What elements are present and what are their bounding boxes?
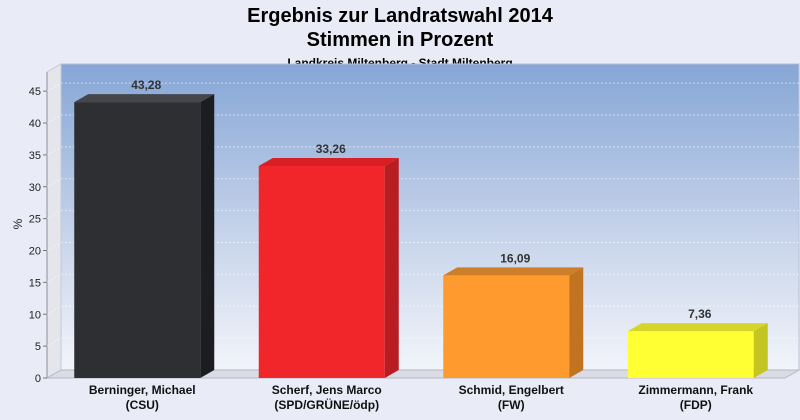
grid-line <box>46 210 799 220</box>
bar-side <box>753 323 768 378</box>
y-tick-label: 20 <box>29 246 41 258</box>
bar-value-label: 16,09 <box>500 251 530 265</box>
bar-front <box>258 165 385 378</box>
plot-left-wall <box>46 63 62 379</box>
bar-value-label: 43,28 <box>131 78 161 92</box>
bar-2: 33,26 <box>258 142 399 378</box>
y-tick-label: 35 <box>29 150 41 162</box>
category-label-name: Schmid, Engelbert <box>459 383 564 397</box>
bar-top <box>74 94 215 103</box>
y-tick-label: 40 <box>29 118 41 130</box>
bar-front <box>443 275 570 378</box>
grid-line <box>46 114 799 124</box>
y-axis-label: % <box>11 218 25 229</box>
y-tick-label: 10 <box>29 309 41 321</box>
bar-4: 7,36 <box>627 307 768 378</box>
y-tick-label: 25 <box>29 214 41 226</box>
bar-front <box>74 102 201 378</box>
category-label-name: Berninger, Michael <box>89 383 196 397</box>
bar-front <box>627 331 754 378</box>
category-label-name: Zimmermann, Frank <box>638 383 753 397</box>
bar-3: 16,09 <box>443 251 584 378</box>
y-tick-label: 45 <box>29 86 41 98</box>
bar-top <box>443 267 584 276</box>
y-axis-ticks: 0 5 10 15 20 25 30 35 40 45 <box>29 86 47 385</box>
bar-top <box>258 157 399 166</box>
category-label-party: (SPD/GRÜNE/ödp) <box>274 397 379 412</box>
chart-title: Ergebnis zur Landratswahl 2014 <box>247 5 553 27</box>
bar-side <box>569 267 584 378</box>
category-labels: Berninger, Michael(CSU) Scherf, Jens Marc… <box>89 383 754 412</box>
grid-line <box>46 146 799 156</box>
grid-line <box>46 242 799 251</box>
grid-line <box>46 178 799 188</box>
bars-group: 43,28 33,26 16,09 7,36 <box>74 78 768 378</box>
y-tick-label: 0 <box>35 373 41 385</box>
bar-side <box>200 94 215 378</box>
grid-line <box>46 82 799 92</box>
category-label-party: (FDP) <box>680 398 712 412</box>
chart-title-line2: Stimmen in Prozent <box>306 29 494 51</box>
bar-value-label: 33,26 <box>316 142 346 156</box>
category-label-name: Scherf, Jens Marco <box>272 383 382 397</box>
y-tick-label: 30 <box>29 182 41 194</box>
y-tick-label: 15 <box>29 277 41 289</box>
bar-top <box>627 323 768 332</box>
bar-value-label: 7,36 <box>688 307 712 321</box>
plot-background <box>45 63 800 379</box>
y-tick-label: 5 <box>35 341 41 353</box>
bar-side <box>384 157 399 378</box>
bar-1: 43,28 <box>74 78 215 378</box>
category-label-party: (FW) <box>498 398 525 412</box>
category-label-party: (CSU) <box>126 398 159 412</box>
